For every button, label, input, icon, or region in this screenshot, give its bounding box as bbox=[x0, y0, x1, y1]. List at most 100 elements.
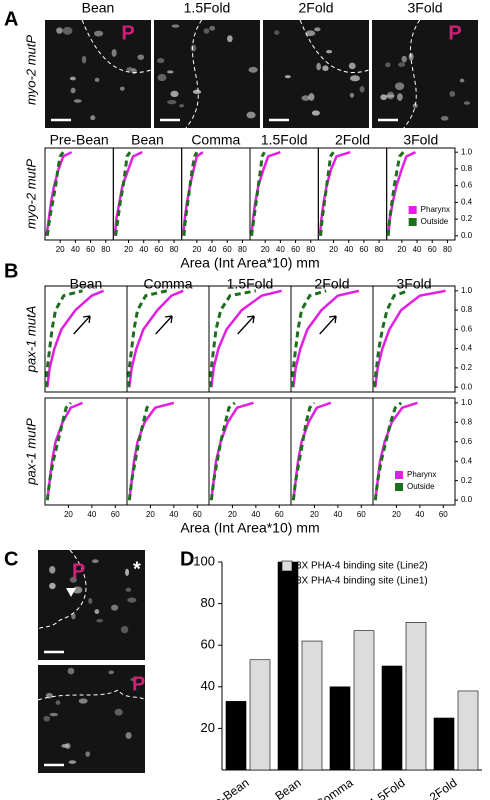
bar bbox=[433, 717, 455, 771]
y-tick-label: 40 bbox=[201, 678, 215, 693]
nucleus bbox=[108, 670, 114, 675]
nucleus bbox=[78, 698, 88, 704]
x-tick-label: 1.5Fold bbox=[367, 776, 408, 800]
y-tick-label: 1.0 bbox=[461, 147, 473, 156]
x-tick-label: 20 bbox=[261, 245, 270, 254]
x-tick-label: 60 bbox=[359, 245, 368, 254]
x-tick-label: Bean bbox=[273, 776, 304, 800]
nucleus bbox=[311, 110, 320, 116]
facet-title: 1.5Fold bbox=[261, 132, 308, 148]
nucleus bbox=[305, 30, 316, 37]
facet-frame bbox=[372, 397, 456, 506]
legend-swatch bbox=[395, 471, 403, 479]
nucleus bbox=[274, 30, 280, 35]
x-tick-label: 40 bbox=[333, 510, 342, 519]
cdf-line bbox=[386, 151, 405, 236]
y-tick-label: 0.2 bbox=[461, 363, 473, 372]
facet-title: Comma bbox=[143, 276, 192, 292]
nucleus bbox=[170, 90, 179, 98]
bar bbox=[353, 630, 375, 771]
nucleus bbox=[167, 70, 174, 74]
x-tick-label: 20 bbox=[310, 510, 319, 519]
x-tick-label: 80 bbox=[170, 245, 179, 254]
row-label: myo-2 mutP bbox=[23, 159, 38, 229]
x-tick-label: 60 bbox=[193, 510, 202, 519]
nucleus bbox=[49, 566, 56, 574]
bar bbox=[457, 690, 479, 771]
x-tick-label: 40 bbox=[208, 245, 217, 254]
x-tick-label: 80 bbox=[375, 245, 384, 254]
cdf-line bbox=[210, 289, 282, 388]
panel-label: D bbox=[180, 548, 194, 570]
cdf-line bbox=[210, 401, 254, 501]
x-tick-label: 40 bbox=[344, 245, 353, 254]
legend-label: Pharynx bbox=[421, 205, 450, 214]
x-tick-label: 20 bbox=[392, 510, 401, 519]
y-tick-label: 0.0 bbox=[461, 382, 473, 391]
y-tick-label: 0.2 bbox=[461, 476, 473, 485]
facet-frame bbox=[208, 397, 292, 506]
image-title: 2Fold bbox=[298, 0, 333, 16]
bar bbox=[329, 686, 351, 771]
nucleus bbox=[73, 99, 82, 103]
y-tick-label: 0.6 bbox=[461, 181, 473, 190]
nucleus bbox=[167, 99, 177, 105]
nucleus bbox=[49, 712, 59, 717]
nucleus bbox=[56, 27, 63, 34]
boundary bbox=[81, 19, 152, 74]
nucleus bbox=[69, 576, 77, 583]
nucleus bbox=[322, 65, 329, 72]
bar bbox=[277, 561, 299, 771]
cdf-line bbox=[209, 401, 236, 501]
nucleus bbox=[209, 25, 216, 31]
cdf-line bbox=[374, 401, 418, 501]
region-marker: P bbox=[121, 22, 134, 44]
nucleus bbox=[125, 587, 132, 592]
nucleus bbox=[246, 111, 256, 119]
nucleus bbox=[125, 732, 132, 739]
x-tick-label: Pre-Bean bbox=[202, 776, 252, 800]
facet-title: 3Fold bbox=[403, 132, 438, 148]
y-tick-label: 0.8 bbox=[461, 417, 473, 426]
region-marker: * bbox=[133, 558, 141, 580]
x-tick-label: 60 bbox=[86, 245, 95, 254]
facet-title: 3Fold bbox=[396, 276, 431, 292]
facet-frame bbox=[126, 397, 210, 506]
nucleus bbox=[326, 50, 333, 54]
facet-frame bbox=[112, 147, 183, 241]
facet-frame bbox=[181, 147, 251, 241]
x-axis-label: Area (Int Area*10) mm bbox=[180, 255, 319, 271]
nucleus bbox=[90, 115, 96, 121]
cdf-line bbox=[113, 151, 143, 236]
boundary bbox=[403, 19, 421, 129]
cdf-line bbox=[182, 151, 199, 236]
region-marker: P bbox=[72, 560, 85, 582]
cdf-line bbox=[292, 401, 332, 501]
nucleus bbox=[316, 62, 322, 71]
row-label: pax-1 mutA bbox=[23, 306, 38, 373]
nucleus bbox=[130, 677, 137, 682]
nucleus bbox=[348, 62, 356, 70]
y-tick-label: 0.4 bbox=[461, 456, 473, 465]
micrograph bbox=[154, 20, 260, 128]
cdf-line bbox=[372, 289, 409, 388]
image-title: 3Fold bbox=[407, 0, 442, 16]
legend-label: 3X PHA-4 binding site (Line2) bbox=[296, 561, 428, 572]
y-tick-label: 0.6 bbox=[461, 437, 473, 446]
x-tick-label: 60 bbox=[357, 510, 366, 519]
arrow bbox=[319, 315, 337, 335]
cdf-line bbox=[290, 289, 327, 388]
cdf-line bbox=[114, 151, 132, 237]
y-tick-label: 0.0 bbox=[461, 231, 473, 240]
x-tick-label: 20 bbox=[146, 510, 155, 519]
bar bbox=[225, 701, 247, 771]
x-tick-label: 80 bbox=[443, 245, 452, 254]
nucleus bbox=[398, 62, 406, 67]
nucleus bbox=[49, 582, 56, 590]
nucleus bbox=[349, 92, 355, 98]
nucleus bbox=[179, 104, 185, 108]
nucleus bbox=[55, 700, 61, 705]
y-tick-label: 100 bbox=[193, 553, 215, 568]
nucleus bbox=[386, 91, 395, 100]
nucleus bbox=[350, 75, 360, 82]
